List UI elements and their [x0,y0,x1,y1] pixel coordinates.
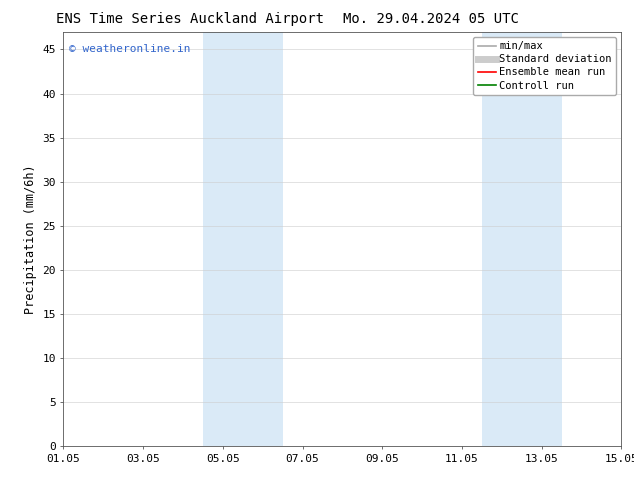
Bar [482,32,562,446]
Legend: min/max, Standard deviation, Ensemble mean run, Controll run: min/max, Standard deviation, Ensemble me… [474,37,616,95]
Text: ENS Time Series Auckland Airport: ENS Time Series Auckland Airport [56,12,324,26]
Text: Mo. 29.04.2024 05 UTC: Mo. 29.04.2024 05 UTC [343,12,519,26]
Text: © weatheronline.in: © weatheronline.in [69,44,190,54]
Y-axis label: Precipitation (mm/6h): Precipitation (mm/6h) [23,164,37,314]
Bar [203,32,283,446]
